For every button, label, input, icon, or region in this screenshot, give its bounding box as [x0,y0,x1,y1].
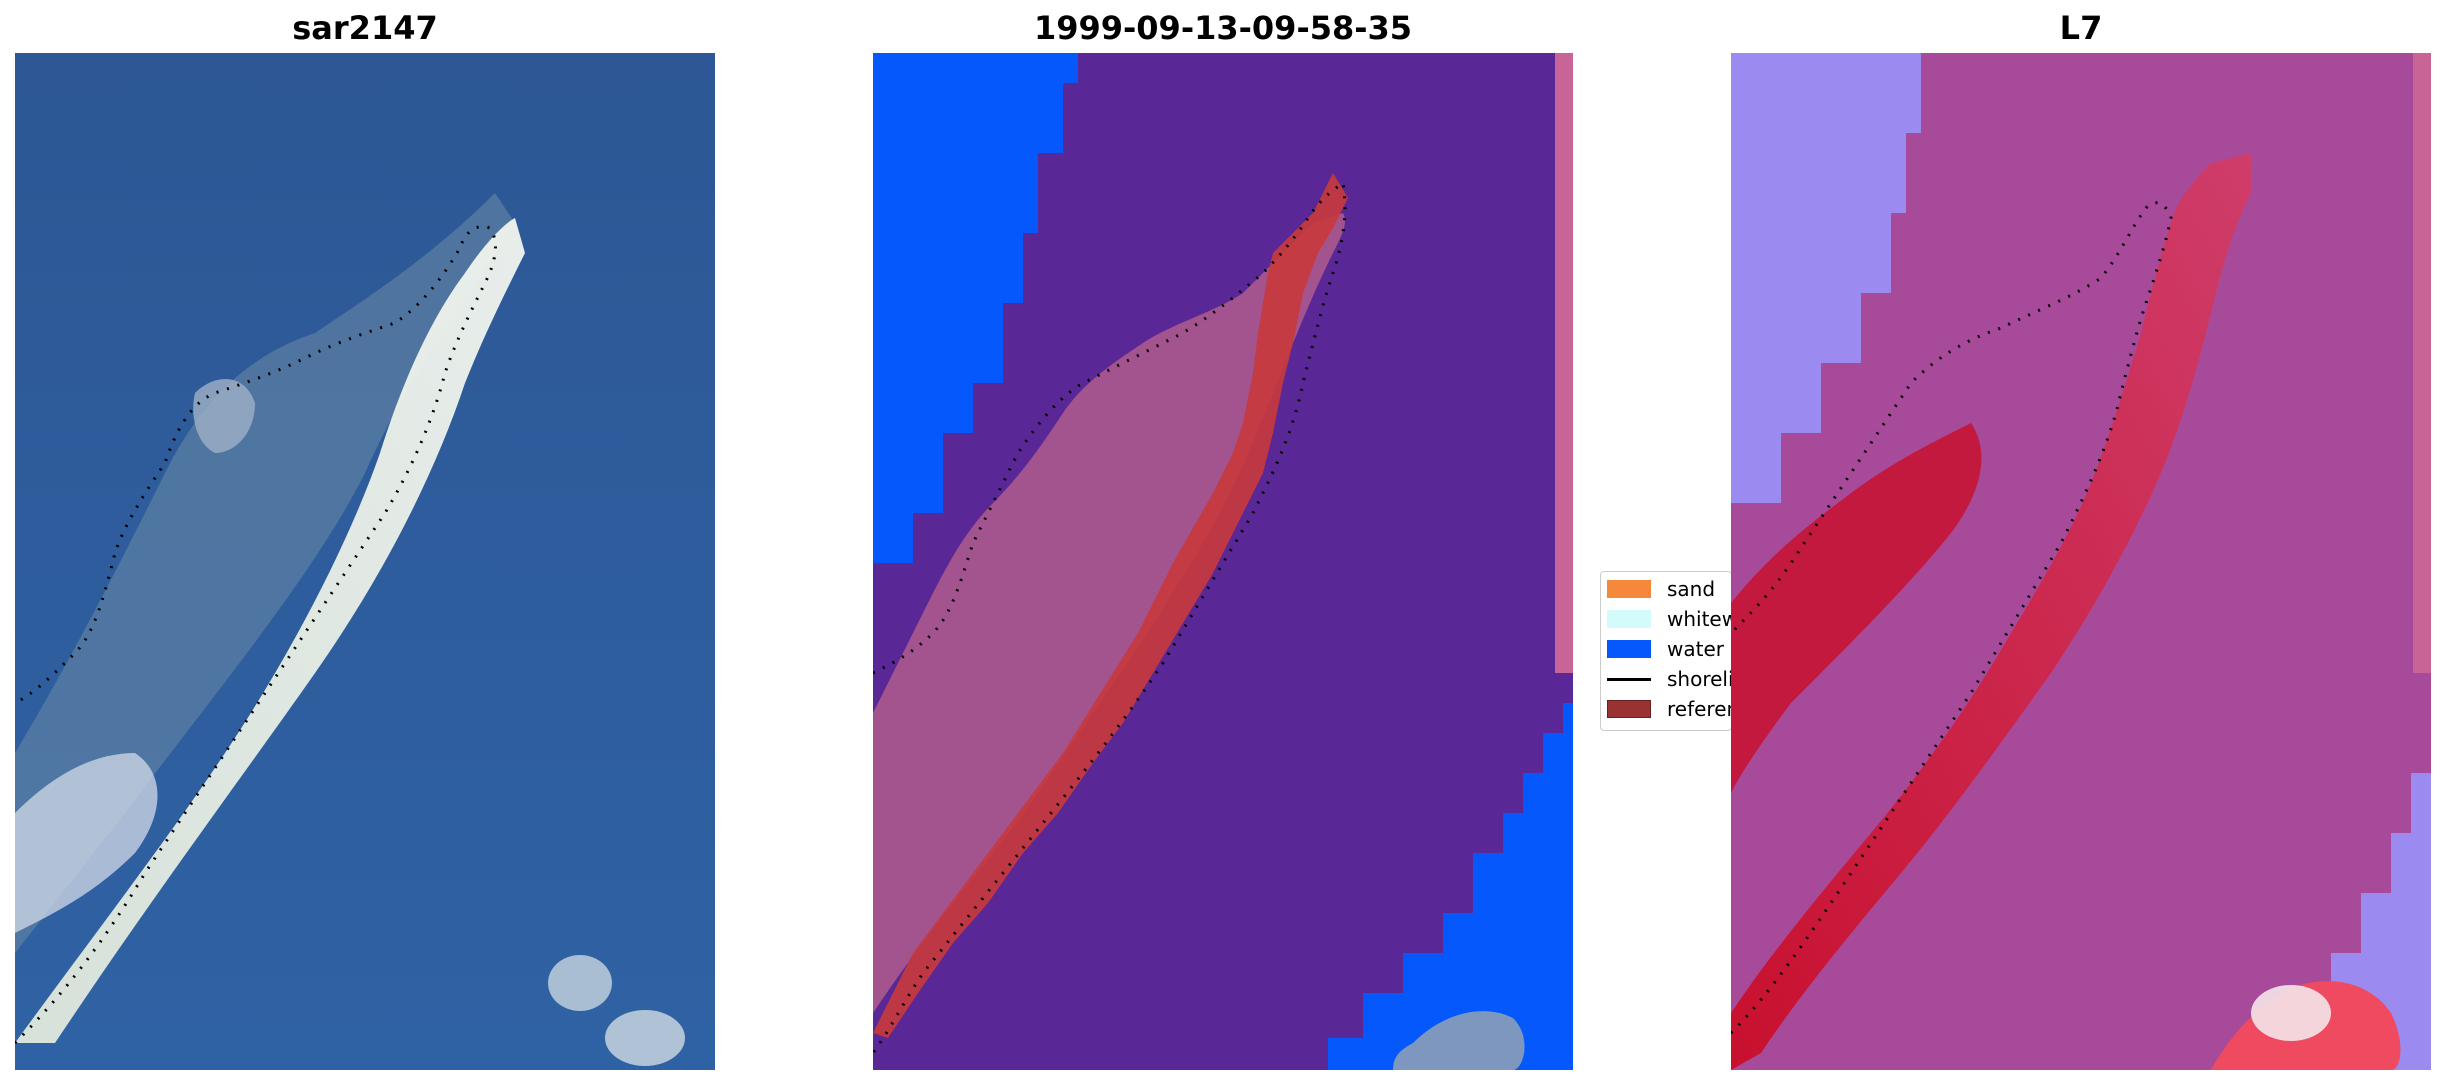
shoreline [15,225,497,1045]
panel-title-index: L7 [2059,9,2103,47]
high-region-spit [1731,153,2251,1070]
water-bottom-right [1328,703,1573,1070]
low-region-top-left [1731,53,1921,503]
legend-item-reference-buffer: reference shoreline buffer [1607,695,1731,723]
panel-title-rgb: sar2147 [292,9,438,47]
panel-title-classification: 1999-09-13-09-58-35 [1033,9,1413,47]
bright-patch [1393,1011,1525,1070]
sand-overlay [873,213,1345,1013]
legend-label: reference shoreline buffer [1667,697,1731,721]
index-image [1731,53,2431,1070]
bright-patch-2 [605,1010,685,1066]
sand-spit [15,218,525,1043]
pink-strip [2413,53,2431,673]
classification-image [873,53,1573,1070]
legend-item-water: water [1607,635,1724,663]
water-top-left [873,53,1078,563]
legend-label: sand [1667,577,1716,601]
legend-swatch-water [1607,640,1651,658]
pink-strip [1555,53,1573,673]
legend-label: shoreline [1667,667,1731,691]
rgb-satellite-image [15,53,715,1070]
legend-swatch-reference-buffer [1607,700,1651,718]
legend-swatch-whitewater [1607,610,1651,628]
legend-item-shoreline: shoreline [1607,665,1731,693]
legend-swatch-sand [1607,580,1651,598]
legend-line-shoreline [1607,677,1651,681]
sand-patch-left [15,753,158,933]
high-region-left [1731,423,1982,793]
bright-patch-1 [548,955,612,1011]
reference-buffer [873,173,1348,1038]
legend-label: water [1667,637,1724,661]
low-region-bottom-right [2291,753,2431,1070]
legend-item-sand: sand [1607,575,1715,603]
white-patch [2251,985,2331,1041]
